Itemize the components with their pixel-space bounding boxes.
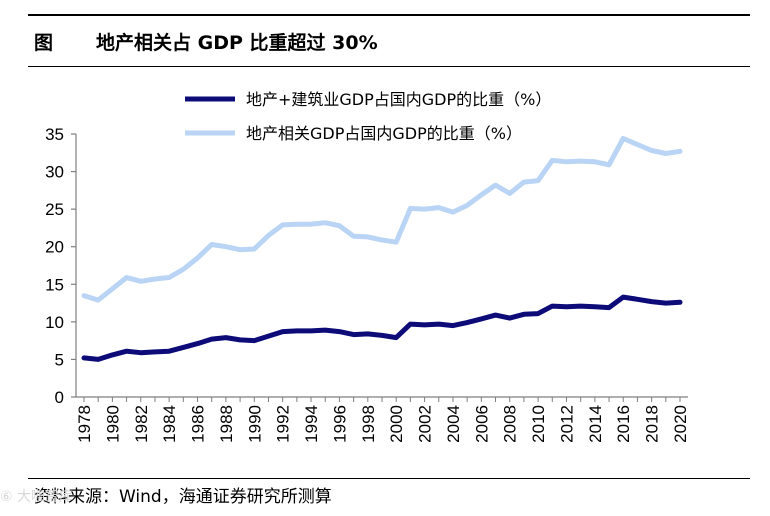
- watermark: ⑥ 大咖智库: [0, 489, 74, 505]
- top-rule: [28, 14, 750, 16]
- x-tick-label: 2004: [444, 405, 463, 443]
- x-tick-label: 2010: [529, 405, 548, 443]
- x-tick-label: 2012: [557, 405, 576, 443]
- title-rule: [28, 66, 750, 67]
- x-tick-label: 2002: [416, 405, 435, 443]
- x-tick-label: 1978: [75, 405, 94, 443]
- y-tick-label: 10: [45, 313, 64, 332]
- legend-label-series-2: 地产相关GDP占国内GDP的比重（%）: [246, 124, 522, 143]
- x-tick-label: 1990: [245, 405, 264, 443]
- x-tick-label: 1984: [160, 405, 179, 443]
- figure-label: 图: [34, 32, 54, 54]
- x-tick-label: 2014: [586, 405, 605, 443]
- x-tick-label: 1998: [359, 405, 378, 443]
- x-tick-label: 2008: [501, 405, 520, 443]
- x-tick-label: 1982: [132, 405, 151, 443]
- y-tick-label: 5: [55, 350, 64, 369]
- x-tick-label: 2020: [671, 405, 690, 443]
- x-tick-label: 1988: [217, 405, 236, 443]
- line-chart: 地产+建筑业GDP占国内GDP的比重（%） 地产相关GDP占国内GDP的比重（%…: [45, 90, 690, 443]
- y-tick-label: 35: [45, 125, 64, 144]
- series-line-2: [81, 136, 683, 303]
- series-group: [81, 136, 683, 362]
- legend: 地产+建筑业GDP占国内GDP的比重（%） 地产相关GDP占国内GDP的比重（%…: [185, 90, 551, 143]
- y-tick-label: 25: [45, 200, 64, 219]
- y-tick-label: 30: [45, 163, 64, 182]
- legend-label-series-1: 地产+建筑业GDP占国内GDP的比重（%）: [246, 90, 551, 109]
- x-tick-label: 2006: [472, 405, 491, 443]
- x-tick-label: 2016: [614, 405, 633, 443]
- x-tick-label: 2000: [387, 405, 406, 443]
- y-tick-label: 20: [45, 238, 64, 257]
- figure-title: 图 地产相关占 GDP 比重超过 30%: [34, 28, 378, 55]
- x-tick-label: 1994: [302, 405, 321, 443]
- figure-title-text: 地产相关占 GDP 比重超过 30%: [96, 32, 378, 54]
- source-rule: [28, 478, 750, 479]
- y-tick-label: 0: [55, 388, 64, 407]
- x-tick-label: 1992: [274, 405, 293, 443]
- axes: 0 5 10 15 20 25 30 35 1978 1980 1982 1984 1986 1988 19…: [45, 125, 690, 443]
- series-line-1: [81, 294, 683, 362]
- x-tick-label: 1980: [103, 405, 122, 443]
- x-tick-label: 2018: [643, 405, 662, 443]
- x-tick-label: 1986: [189, 405, 208, 443]
- y-tick-label: 15: [45, 275, 64, 294]
- source-note: 资料来源：Wind，海通证券研究所测算: [34, 487, 332, 507]
- x-tick-label: 1996: [330, 405, 349, 443]
